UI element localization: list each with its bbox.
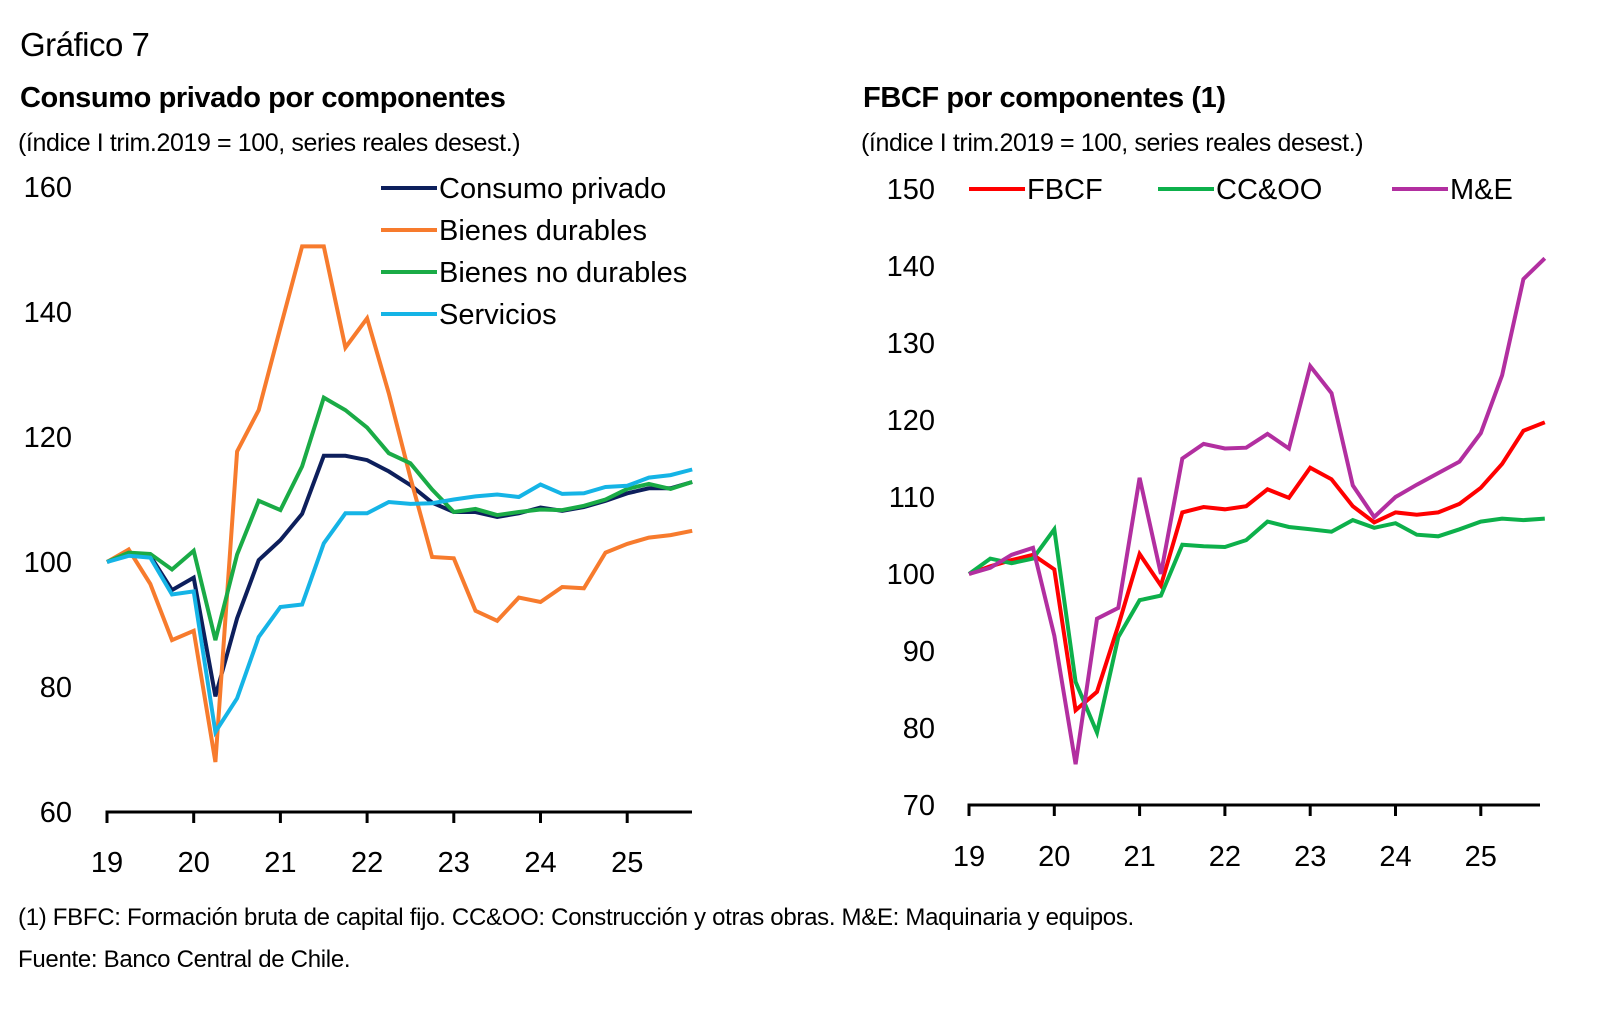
left-series-bienes-no-durables-line — [106, 394, 693, 641]
right-xtick-label: 20 — [1038, 841, 1070, 873]
left-xtick-label: 24 — [524, 847, 556, 879]
left-ytick-label: 140 — [24, 297, 72, 329]
left-ytick-label: 120 — [24, 422, 72, 454]
right-chart-subtitle: (índice I trim.2019 = 100, series reales… — [861, 129, 1364, 157]
right-ytick-label: 90 — [903, 636, 935, 668]
left-legend-label-servicios: Servicios — [439, 299, 557, 331]
right-xtick-label: 19 — [953, 841, 985, 873]
right-chart: 70 80 90 100 110 120 130 140 150 19 20 21 22 23 24 25 FB… — [887, 174, 1547, 873]
left-legend-label-bienes-durables: Bienes durables — [439, 215, 647, 247]
right-legend-label-cc-oo: CC&OO — [1216, 174, 1322, 206]
right-ytick-label: 130 — [887, 328, 935, 360]
right-series-m-e-line — [968, 256, 1547, 765]
left-ytick-label: 80 — [40, 672, 72, 704]
left-chart-subtitle: (índice I trim.2019 = 100, series reales… — [18, 129, 521, 157]
figure-label: Gráfico 7 — [20, 26, 150, 63]
left-xtick-label: 21 — [264, 847, 296, 879]
right-ytick-label: 100 — [887, 559, 935, 591]
left-chart-title: Consumo privado por componentes — [20, 82, 506, 114]
left-series-bienes-durables-line — [106, 244, 693, 763]
right-xtick-label: 24 — [1379, 841, 1411, 873]
right-series-cc-oo-line — [967, 516, 1545, 740]
left-ytick-label: 160 — [24, 172, 72, 204]
right-xtick-label: 23 — [1294, 841, 1326, 873]
left-ytick-label: 100 — [24, 547, 72, 579]
right-ytick-label: 140 — [887, 251, 935, 283]
left-xtick-label: 25 — [611, 847, 643, 879]
left-xtick-label: 22 — [351, 847, 383, 879]
left-chart: 60 80 100 120 140 160 19 20 21 22 23 24 25 Consumo pr… — [24, 172, 693, 879]
left-xtick-label: 23 — [438, 847, 470, 879]
left-legend-label-bienes-no-durables: Bienes no durables — [439, 257, 687, 289]
right-legend-label-fbcf: FBCF — [1027, 174, 1103, 206]
left-legend-label-consumo-privado: Consumo privado — [439, 173, 666, 205]
left-xtick-label: 19 — [91, 847, 123, 879]
right-legend-label-m-e: M&E — [1450, 174, 1513, 206]
right-chart-title: FBCF por componentes (1) — [863, 82, 1226, 114]
right-ytick-label: 80 — [903, 713, 935, 745]
left-series-servicios-line — [106, 467, 693, 738]
right-ytick-label: 110 — [889, 482, 935, 514]
right-ytick-label: 70 — [903, 790, 935, 822]
left-xtick-label: 20 — [178, 847, 210, 879]
footnote: (1) FBFC: Formación bruta de capital fij… — [18, 904, 1134, 931]
source-note: Fuente: Banco Central de Chile. — [18, 946, 351, 973]
right-xtick-label: 25 — [1465, 841, 1497, 873]
right-series-fbcf-line — [968, 420, 1546, 715]
right-ytick-label: 150 — [887, 174, 935, 206]
left-ytick-label: 60 — [40, 797, 72, 829]
right-xtick-label: 21 — [1123, 841, 1155, 873]
right-xtick-label: 22 — [1209, 841, 1241, 873]
right-ytick-label: 120 — [887, 405, 935, 437]
